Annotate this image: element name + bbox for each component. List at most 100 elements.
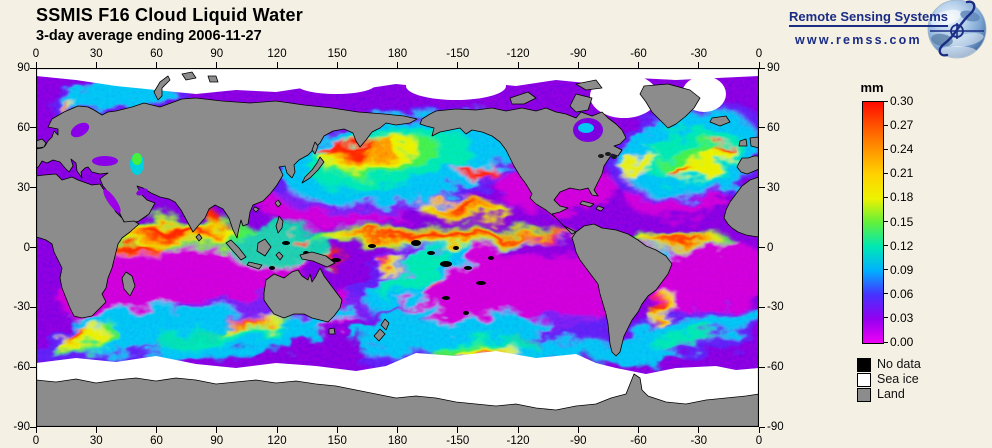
lon-tick-top [698, 62, 700, 68]
lon-tick-label-top: -60 [630, 48, 647, 60]
colorbar-tick [883, 100, 888, 102]
lat-tick-left [30, 306, 36, 308]
colorbar-tick-label: 0.27 [890, 118, 914, 133]
lon-tick-label-top: 0 [32, 48, 40, 60]
lon-tick-label-top: 0 [755, 48, 763, 60]
lon-tick-label-bottom: 30 [89, 435, 103, 447]
lat-tick-right [759, 127, 765, 129]
logo-website: www.remss.com [795, 33, 922, 47]
lon-tick-top [577, 62, 579, 68]
colorbar-tick-label: 0.15 [890, 214, 914, 229]
lat-tick-left [30, 426, 36, 428]
page-subtitle: 3-day average ending 2006-11-27 [36, 28, 262, 44]
lat-tick-label-left: 60 [17, 121, 30, 134]
lon-tick-label-bottom: -150 [446, 435, 470, 447]
colorbar-tick [883, 196, 888, 198]
lon-tick-top [95, 62, 97, 68]
map-panel [35, 67, 760, 428]
lon-tick-bottom [35, 427, 37, 433]
lon-tick-label-top: -120 [506, 48, 530, 60]
colorbar-tick [883, 221, 888, 222]
lon-tick-bottom [758, 427, 760, 433]
lon-tick-bottom [216, 427, 218, 433]
lat-tick-label-left: -60 [13, 361, 30, 374]
lat-tick-label-left: 90 [17, 62, 30, 74]
lat-tick-label-right: 60 [767, 121, 780, 134]
lon-tick-bottom [577, 427, 579, 433]
logo-company-name: Remote Sensing Systems [789, 9, 948, 27]
map-frame [35, 67, 760, 428]
lon-tick-bottom [638, 427, 639, 433]
lon-tick-label-bottom: 60 [150, 435, 163, 447]
lon-tick-label-bottom: 90 [210, 435, 224, 447]
integral-icon [930, 0, 984, 57]
lon-tick-label-bottom: -60 [630, 435, 647, 447]
lat-tick-left [30, 247, 36, 248]
lat-tick-label-right: 30 [767, 181, 780, 194]
lat-tick-right [759, 306, 765, 308]
lon-tick-bottom [95, 427, 97, 433]
lon-tick-bottom [517, 427, 519, 433]
lon-tick-top [758, 62, 760, 68]
lon-tick-top [156, 62, 157, 68]
colorbar-tick [883, 341, 888, 343]
lat-tick-label-right: 0 [767, 241, 774, 254]
colorbar-tick [883, 245, 888, 247]
colorbar-tick [883, 317, 888, 319]
lon-tick-label-top: 120 [267, 48, 287, 60]
lon-tick-bottom [698, 427, 700, 433]
colorbar-tick [883, 172, 888, 174]
lat-tick-label-left: -30 [13, 301, 30, 314]
colorbar-title: mm [860, 80, 884, 95]
lon-tick-label-top: -150 [446, 48, 470, 60]
lon-tick-top [276, 62, 278, 68]
lon-tick-label-bottom: 150 [327, 435, 347, 447]
lon-tick-top [216, 62, 218, 68]
lat-tick-label-left: 0 [23, 241, 30, 254]
globe-logo-icon [927, 0, 987, 59]
lon-tick-bottom [156, 427, 157, 433]
colorbar [862, 101, 884, 344]
world-map-field [35, 67, 760, 428]
lat-tick-right [759, 67, 765, 69]
sea-ice-layer-north [36, 68, 759, 118]
lon-tick-label-bottom: -30 [690, 435, 708, 447]
colorbar-tick-label: 0.24 [890, 142, 914, 157]
lon-tick-bottom [276, 427, 278, 433]
land-layer [36, 71, 759, 427]
colorbar-tick [883, 124, 888, 126]
lon-tick-top [35, 62, 37, 68]
legend-swatch [857, 373, 871, 387]
lat-tick-label-left: -90 [13, 421, 30, 433]
lon-tick-label-top: 60 [150, 48, 163, 60]
colorbar-tick [883, 293, 888, 295]
lat-tick-right [759, 247, 765, 248]
lon-tick-label-bottom: -90 [569, 435, 587, 447]
lat-tick-label-right: -60 [767, 361, 784, 374]
lon-tick-label-bottom: 0 [32, 435, 40, 447]
lat-tick-left [30, 187, 36, 189]
colorbar-tick-label: 0.09 [890, 262, 914, 277]
lon-tick-label-top: 150 [327, 48, 347, 60]
inland-seas-layer [70, 118, 617, 213]
colorbar-tick-label: 0.12 [890, 238, 914, 253]
lon-tick-label-top: 180 [387, 48, 408, 60]
legend-label: Land [877, 387, 905, 401]
lon-tick-bottom [457, 427, 459, 433]
lat-tick-left [30, 127, 36, 129]
legend-label: No data [877, 357, 921, 371]
lon-tick-top [397, 62, 398, 68]
lon-tick-bottom [397, 427, 398, 433]
legend-swatch [857, 358, 871, 372]
colorbar-tick-label: 0.21 [890, 166, 914, 181]
colorbar-tick-label: 0.30 [890, 94, 914, 108]
lon-tick-label-bottom: -120 [506, 435, 530, 447]
lon-tick-top [457, 62, 459, 68]
colorbar-tick-label: 0.00 [890, 335, 914, 349]
lon-tick-top [638, 62, 639, 68]
lon-tick-label-top: -90 [569, 48, 587, 60]
lon-tick-label-top: 90 [210, 48, 224, 60]
lon-tick-label-bottom: 0 [755, 435, 763, 447]
colorbar-tick [883, 148, 888, 150]
